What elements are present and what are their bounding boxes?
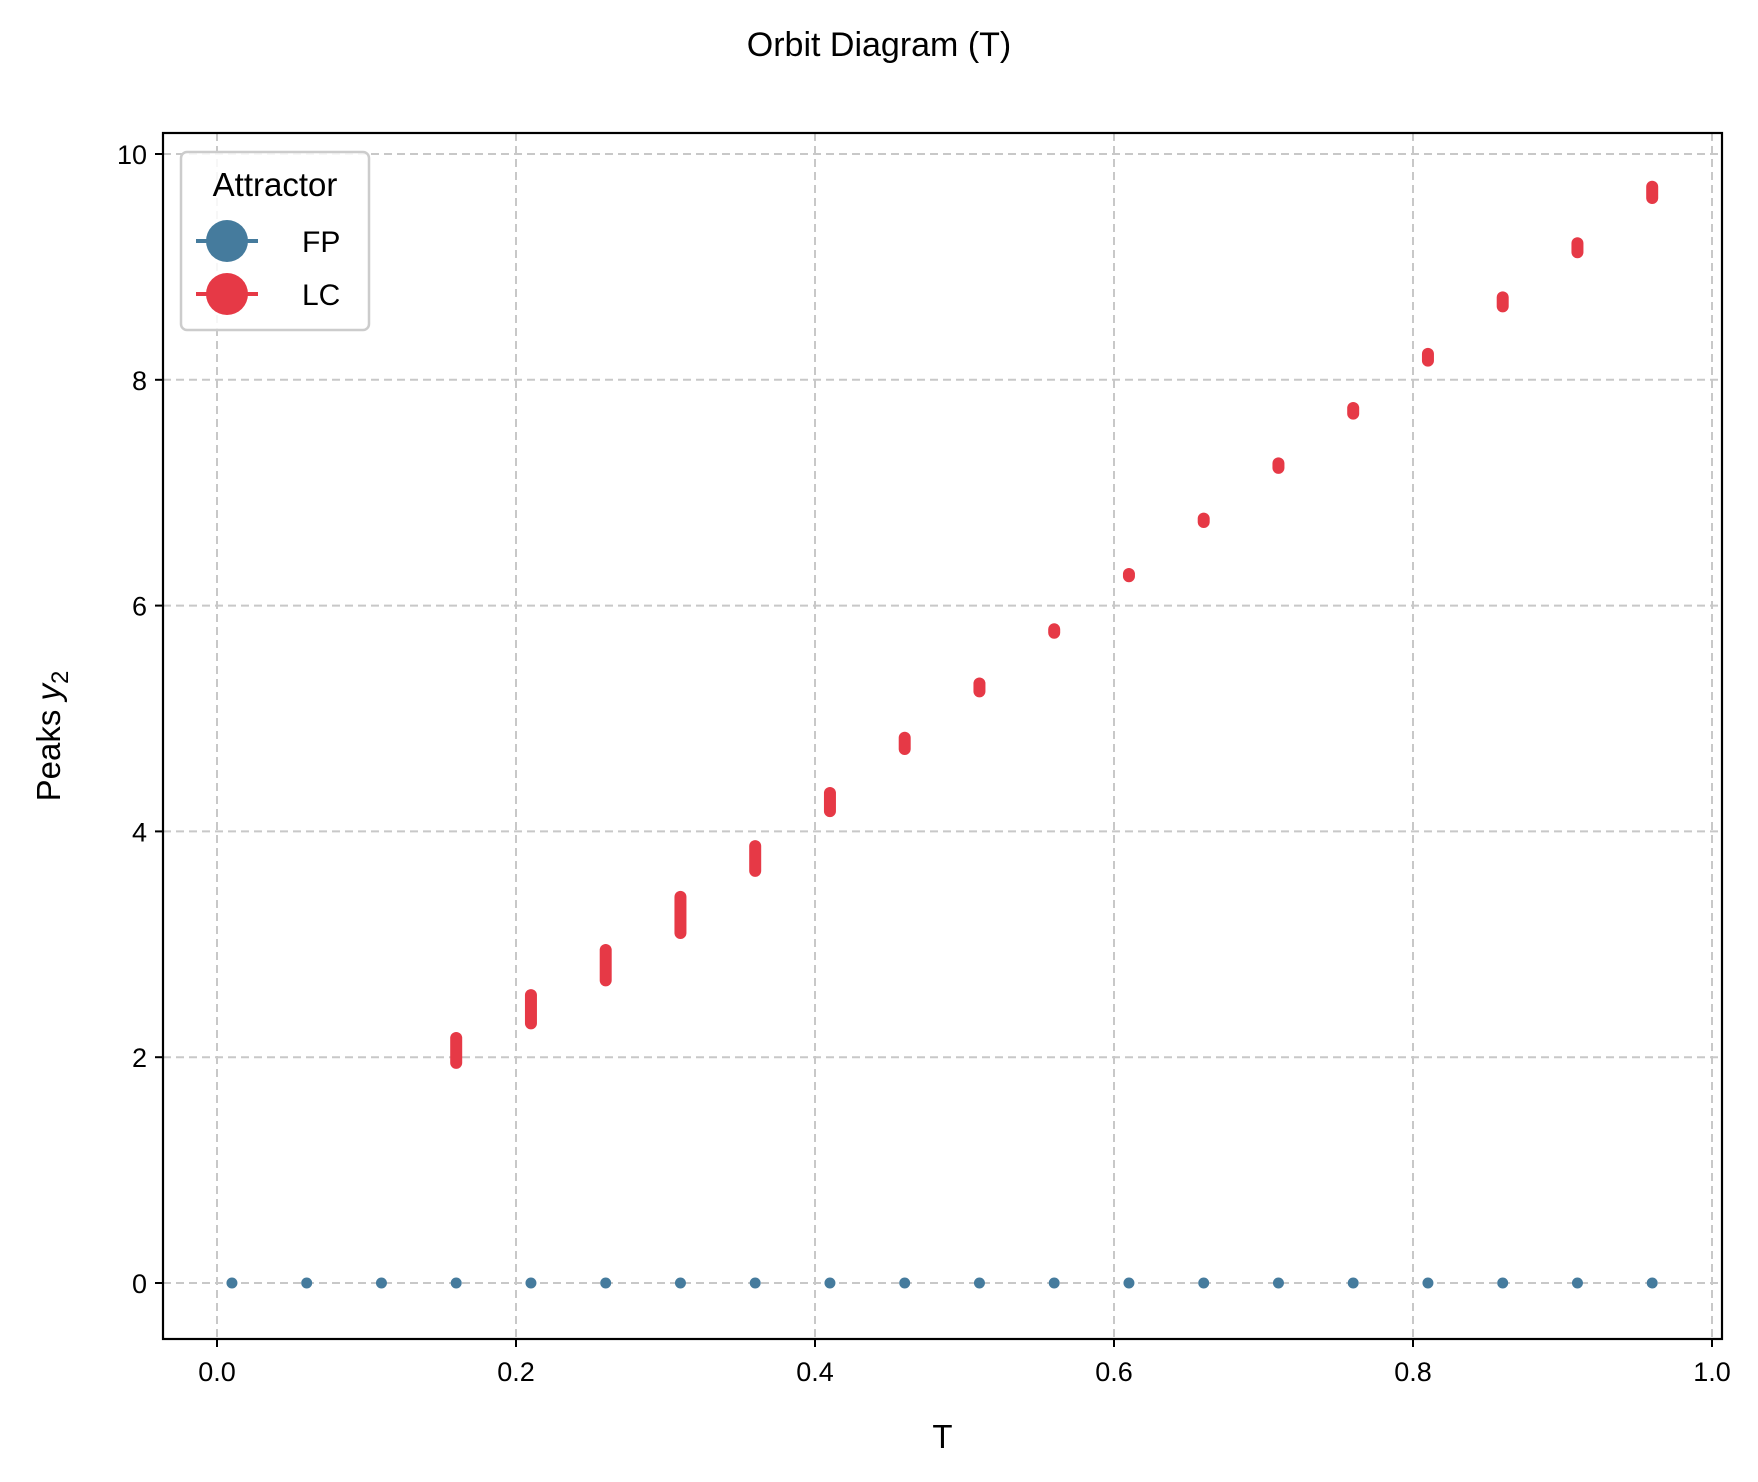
fp-point [1272,1277,1284,1289]
y-tick-label: 4 [132,817,147,847]
legend-label-fp: FP [302,226,340,259]
fp-point [1646,1277,1658,1289]
fp-point [1497,1277,1509,1289]
y-tick-label: 6 [132,592,147,622]
y-axis-label: Peaks y2 [30,671,74,802]
x-tick-label: 0.8 [1394,1357,1432,1387]
y-tick-label: 2 [132,1043,147,1073]
fp-point [450,1277,462,1289]
fp-point [973,1277,985,1289]
y-tick-label: 0 [132,1269,147,1299]
legend: Attractor FP LC [179,150,371,332]
x-tick-label: 1.0 [1693,1357,1731,1387]
fp-point [301,1277,313,1289]
axes-frame [161,131,1724,1341]
fp-point [1048,1277,1060,1289]
legend-marker-lc [206,273,248,315]
fp-point [1571,1277,1583,1289]
fp-point [824,1277,836,1289]
x-tick-label: 0.0 [198,1357,236,1387]
x-axis-label: T [932,1418,952,1455]
fp-point [1422,1277,1434,1289]
fp-point [375,1277,387,1289]
fp-point [1198,1277,1210,1289]
y-tick-label: 8 [132,366,147,396]
fp-point [226,1277,238,1289]
legend-title: Attractor [213,166,338,203]
fp-point [1123,1277,1135,1289]
x-tick-label: 0.4 [796,1357,834,1387]
fp-point [749,1277,761,1289]
legend-label-lc: LC [302,279,340,312]
chart-title: Orbit Diagram (T) [746,26,1012,64]
y-tick-label: 10 [117,140,147,170]
fp-point [899,1277,911,1289]
fp-point [600,1277,612,1289]
x-tick-label: 0.6 [1095,1357,1133,1387]
fp-point [1347,1277,1359,1289]
fp-point [525,1277,537,1289]
fp-point [674,1277,686,1289]
x-tick-label: 0.2 [497,1357,535,1387]
legend-marker-fp [206,220,248,262]
